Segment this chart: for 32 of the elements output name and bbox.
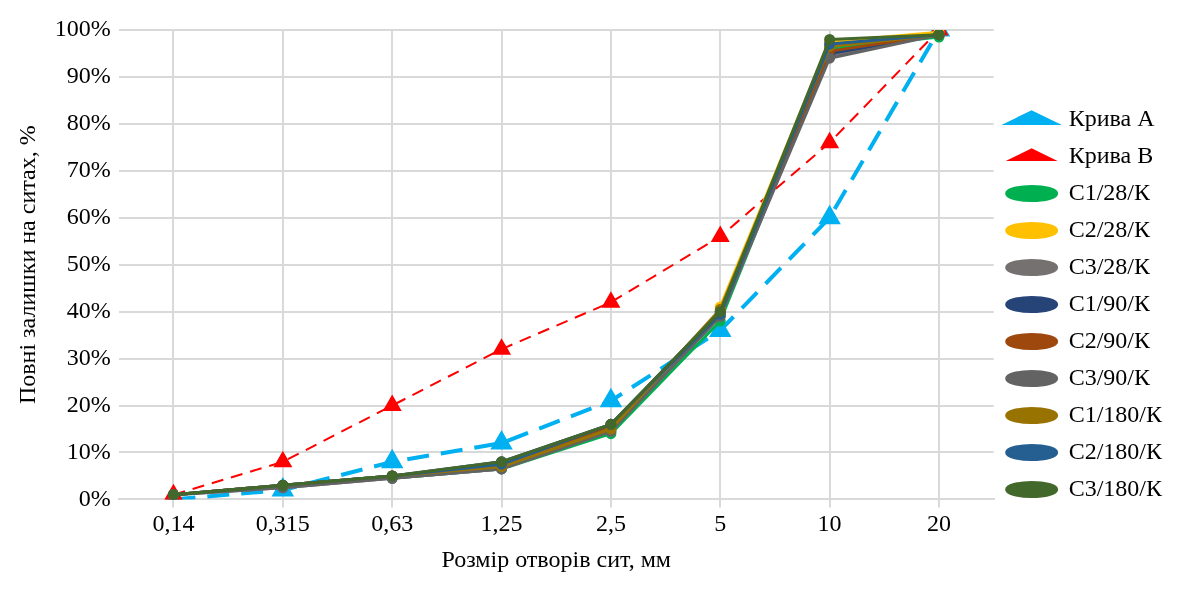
x-tick-label: 10: [817, 510, 842, 537]
x-axis-title: Розмір отворів сит, мм: [441, 545, 672, 572]
y-axis-title: Повні залишки на ситах, %: [13, 125, 40, 405]
legend-label: С1/90/К: [1068, 289, 1151, 316]
x-tick-label: 20: [926, 510, 951, 537]
y-tick-label: 80%: [66, 109, 111, 136]
legend-label: С2/28/К: [1068, 215, 1151, 242]
y-tick-label: 20%: [66, 390, 111, 417]
y-tick-label: 40%: [66, 296, 111, 323]
y-tick-label: 0%: [78, 484, 111, 511]
y-tick-label: 70%: [66, 156, 111, 183]
y-tick-label: 50%: [66, 250, 111, 276]
x-tick-label: 5: [714, 510, 727, 537]
x-tick-label: 0,315: [255, 510, 310, 537]
legend-label: С1/180/К: [1068, 400, 1163, 427]
y-tick-label: 10%: [66, 437, 111, 464]
legend-label: Крива А: [1068, 104, 1156, 131]
y-tick-label: 30%: [66, 343, 111, 370]
x-tick-label: 1,25: [480, 510, 523, 537]
x-tick-label: 0,14: [152, 510, 195, 537]
legend-label: С2/90/К: [1068, 326, 1151, 353]
y-tick-label: 60%: [66, 203, 111, 230]
y-tick-label: 100%: [54, 15, 111, 42]
y-tick-label: 90%: [66, 62, 111, 89]
legend-label: С3/90/К: [1068, 363, 1151, 390]
legend-label: С2/180/К: [1068, 437, 1163, 464]
legend-label: С3/180/К: [1068, 474, 1163, 501]
x-tick-label: 0,63: [371, 510, 414, 537]
legend-label: С1/28/К: [1068, 178, 1151, 205]
x-tick-label: 2,5: [595, 510, 626, 537]
legend-label: С3/28/К: [1068, 252, 1151, 279]
legend-label: Крива В: [1068, 141, 1154, 168]
